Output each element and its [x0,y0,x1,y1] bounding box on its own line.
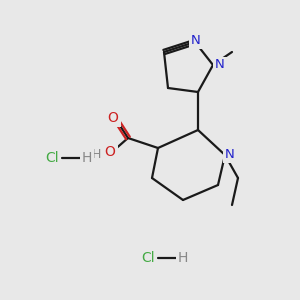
Text: O: O [105,145,116,159]
Text: Cl: Cl [141,251,155,265]
Text: H: H [82,151,92,165]
Text: N: N [225,148,235,161]
Text: H: H [91,148,101,160]
Text: H: H [178,251,188,265]
Text: N: N [191,34,201,47]
Text: N: N [215,58,225,71]
Text: O: O [108,111,118,125]
Text: Cl: Cl [45,151,59,165]
